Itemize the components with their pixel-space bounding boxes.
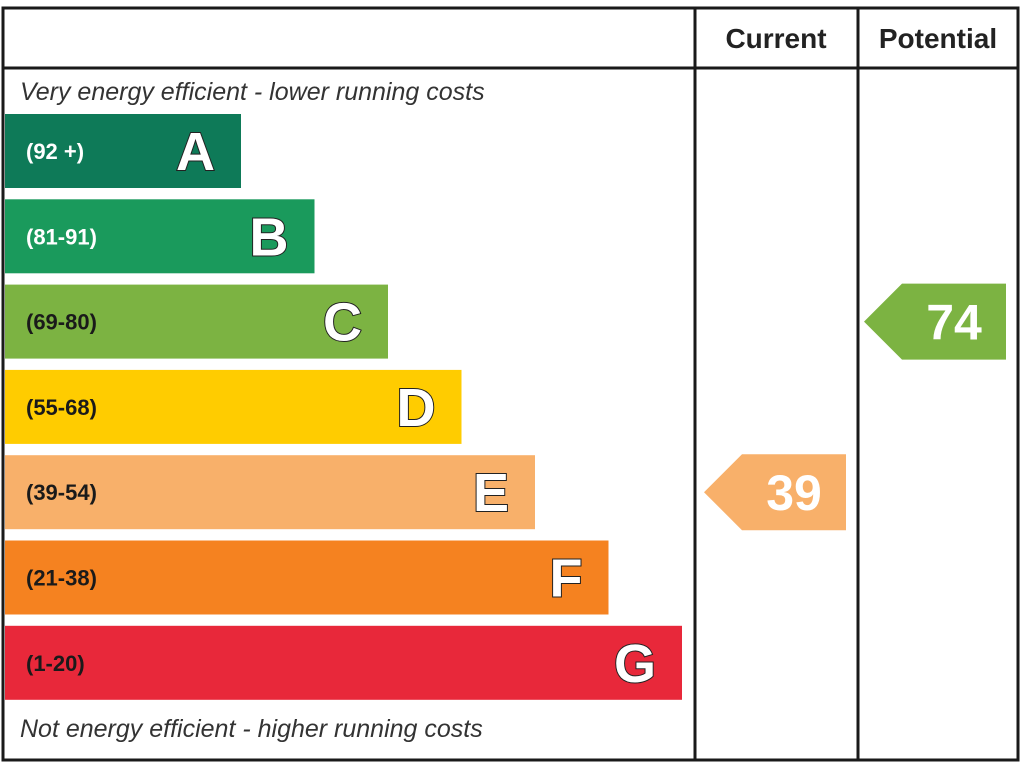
potential-rating-value: 74 [926,295,982,351]
band-b-bar [5,199,315,274]
band-g-letter: G [614,634,656,694]
rating-arrows: 39 74 [704,283,1006,531]
current-rating-value: 39 [766,465,822,521]
band-d-letter: D [397,378,436,438]
band-f-range: (21-38) [26,566,97,591]
band-e-range: (39-54) [26,480,97,505]
band-c-letter: C [323,293,362,353]
band-g-range: (1-20) [26,651,85,676]
band-d-bar [5,369,462,444]
band-d-range: (55-68) [26,395,97,420]
band-b-range: (81-91) [26,224,97,249]
band-b-letter: B [250,207,289,267]
band-g-bar [5,625,682,700]
bottom-caption: Not energy efficient - higher running co… [20,715,483,743]
band-a-letter: A [176,122,215,182]
potential-rating-arrow [864,283,1006,360]
chart-grid [1,6,1020,762]
band-f-bar [5,540,609,615]
rating-bands: (92 +) A (81-91) B (69-80) C (55-68) D (39-54) E (… [5,114,682,700]
band-a-range: (92 +) [26,139,84,164]
potential-header: Potential [879,23,997,54]
current-header: Current [725,23,826,54]
band-a-bar [5,114,241,188]
band-e-letter: E [473,463,509,523]
chart-frame [1,6,1020,762]
band-f-letter: F [550,549,583,609]
current-rating-arrow [704,454,846,531]
band-c-range: (69-80) [26,310,97,335]
top-caption: Very energy efficient - lower running co… [20,78,485,106]
band-e-bar [5,455,535,530]
band-c-bar [5,284,388,359]
